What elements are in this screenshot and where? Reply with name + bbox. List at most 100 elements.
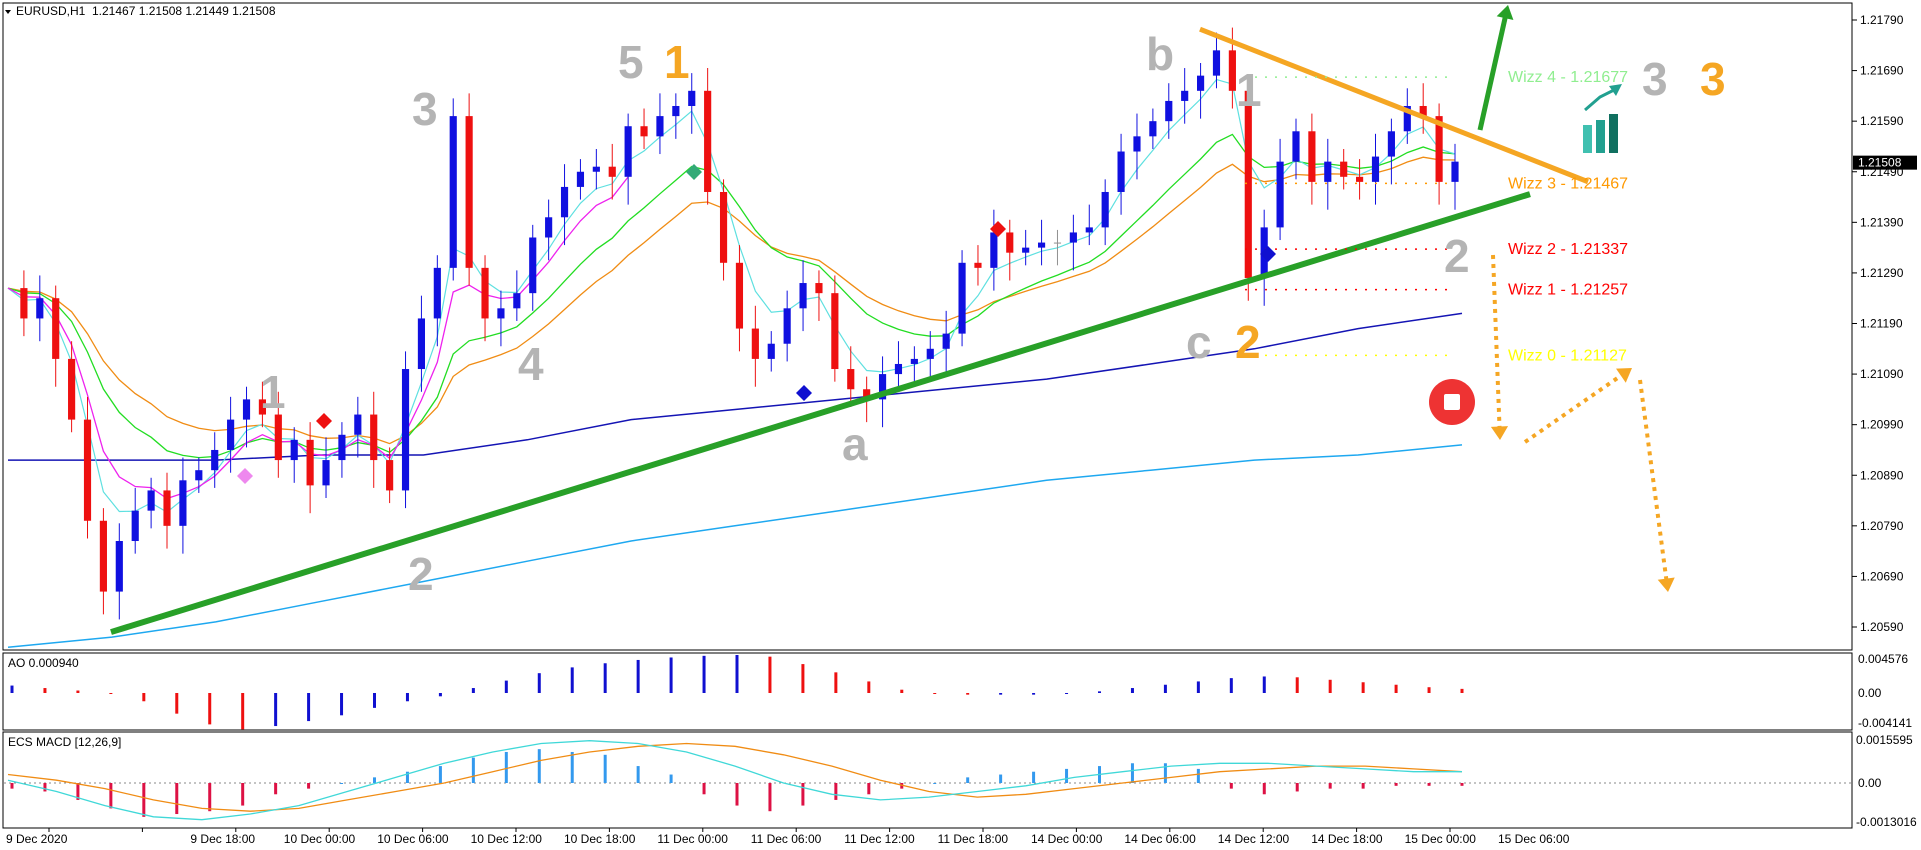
bearish-arrow-2-head: [1657, 577, 1675, 592]
ao-bar: [867, 681, 871, 693]
x-tick-label: 14 Dec 06:00: [1124, 832, 1196, 846]
ao-bar: [175, 693, 179, 714]
candle-body: [68, 358, 76, 420]
candle-body: [799, 283, 807, 309]
candle-body: [1197, 75, 1205, 91]
wave-label: 4: [518, 338, 544, 390]
wave-label: 3: [1642, 53, 1668, 105]
x-tick-label: 11 Dec 00:00: [657, 832, 728, 846]
trendline-orange: [1199, 26, 1589, 185]
ao-label: AO 0.000940: [8, 656, 79, 670]
candle-body: [1022, 247, 1030, 253]
wave-label: b: [1146, 28, 1174, 80]
wizz-level-label: Wizz 3 - 1.21467: [1508, 175, 1628, 192]
candle-body: [767, 343, 775, 359]
macd-histogram-bar: [274, 783, 278, 795]
candle-body: [942, 333, 950, 349]
macd-histogram-bar: [1427, 783, 1431, 786]
wave-label: 3: [412, 83, 438, 135]
wave-label: a: [842, 418, 868, 470]
y-tick-label: 1.21190: [1860, 317, 1903, 331]
macd-histogram-bar: [570, 751, 574, 783]
y-tick-label: 1.21690: [1860, 64, 1904, 78]
y-tick-label: 1.20890: [1860, 468, 1904, 482]
candle-body: [545, 217, 553, 238]
ao-tick-bottom: -0.004141: [1858, 716, 1912, 730]
candle-body: [1387, 131, 1395, 157]
candle-body: [1006, 232, 1014, 253]
bullish-arrow-shaft: [1477, 10, 1510, 131]
current-price-label: 1.21508: [1858, 156, 1902, 170]
macd-tick-zero: 0.00: [1858, 776, 1882, 790]
x-tick-label: 10 Dec 18:00: [564, 832, 636, 846]
ao-bar: [1460, 688, 1464, 693]
x-tick-label: 10 Dec 00:00: [284, 832, 356, 846]
candle-body: [640, 126, 648, 137]
candle-body: [1181, 90, 1189, 101]
ema-cyan-line: [7, 78, 1456, 513]
candle-body: [672, 105, 680, 117]
y-axis: 1.217901.216901.215901.214901.213901.212…: [1852, 13, 1917, 634]
signal-diamond-icon: [990, 221, 1006, 237]
bearish-arrow-1-shaft: [1491, 254, 1502, 435]
bullish-arrow-head: [1496, 5, 1514, 21]
candle-body: [608, 166, 616, 177]
ao-bar: [801, 664, 805, 693]
ao-bar: [603, 663, 607, 693]
ao-bar: [1065, 693, 1069, 694]
macd-histogram-bar: [1328, 783, 1332, 789]
macd-histogram-bar: [1460, 783, 1464, 786]
x-tick-label: 11 Dec 06:00: [751, 832, 822, 846]
macd-histogram-bar: [241, 783, 245, 806]
bounce-arrow-shaft: [1523, 369, 1629, 444]
candle-body: [815, 283, 823, 294]
signal-diamond-icon: [686, 164, 702, 180]
macd-histogram-bar: [603, 754, 607, 783]
ao-bar: [570, 667, 574, 693]
signal-diamond-icon: [237, 468, 253, 484]
candle-body: [163, 490, 171, 526]
x-tick-label: 15 Dec 00:00: [1405, 832, 1477, 846]
macd-main-line: [7, 740, 1462, 821]
candle-body: [1451, 161, 1459, 182]
candle-body: [1101, 191, 1109, 228]
candle-body: [926, 348, 934, 359]
candle-body: [354, 414, 362, 435]
ao-bar: [834, 672, 838, 693]
ao-histogram: [10, 655, 1464, 730]
macd-histogram-bar: [1196, 768, 1200, 783]
candle-body: [290, 439, 298, 461]
wave-label: 2: [408, 548, 434, 600]
macd-histogram-bar: [999, 774, 1003, 783]
trendline-green: [110, 191, 1531, 635]
candle-body: [878, 374, 887, 400]
macd-histogram-bar: [1163, 763, 1167, 783]
candle-body: [131, 510, 139, 542]
ao-bar: [1262, 676, 1266, 693]
x-tick-label: 11 Dec 18:00: [938, 832, 1009, 846]
ao-bar: [1361, 682, 1365, 693]
trend-up-icon-head: [1609, 84, 1622, 96]
candle-body: [306, 439, 314, 486]
bars-icon-1: [1583, 125, 1592, 153]
dropdown-icon[interactable]: [5, 10, 11, 14]
ao-bar: [76, 690, 80, 693]
sma-100-line: [8, 312, 1463, 461]
ao-bar: [307, 693, 311, 722]
candle-body: [147, 490, 155, 511]
candle-body: [274, 414, 282, 461]
macd-histogram-bar: [471, 757, 475, 783]
ao-bar: [537, 673, 541, 693]
candle-body: [592, 166, 600, 172]
candle-body: [1133, 136, 1141, 152]
wave-label: 1: [664, 36, 690, 88]
current-price-tag: [1853, 155, 1917, 170]
candle-body: [1212, 50, 1221, 76]
signal-diamond-icon: [316, 413, 332, 429]
x-axis: 9 Dec 2020 9 Dec 18:00 10 Dec 00:00 10 Dec …: [6, 828, 1570, 846]
ao-bar: [1229, 678, 1233, 693]
candle-body: [401, 369, 410, 491]
ao-bar: [208, 693, 212, 725]
candle-body: [513, 293, 521, 309]
